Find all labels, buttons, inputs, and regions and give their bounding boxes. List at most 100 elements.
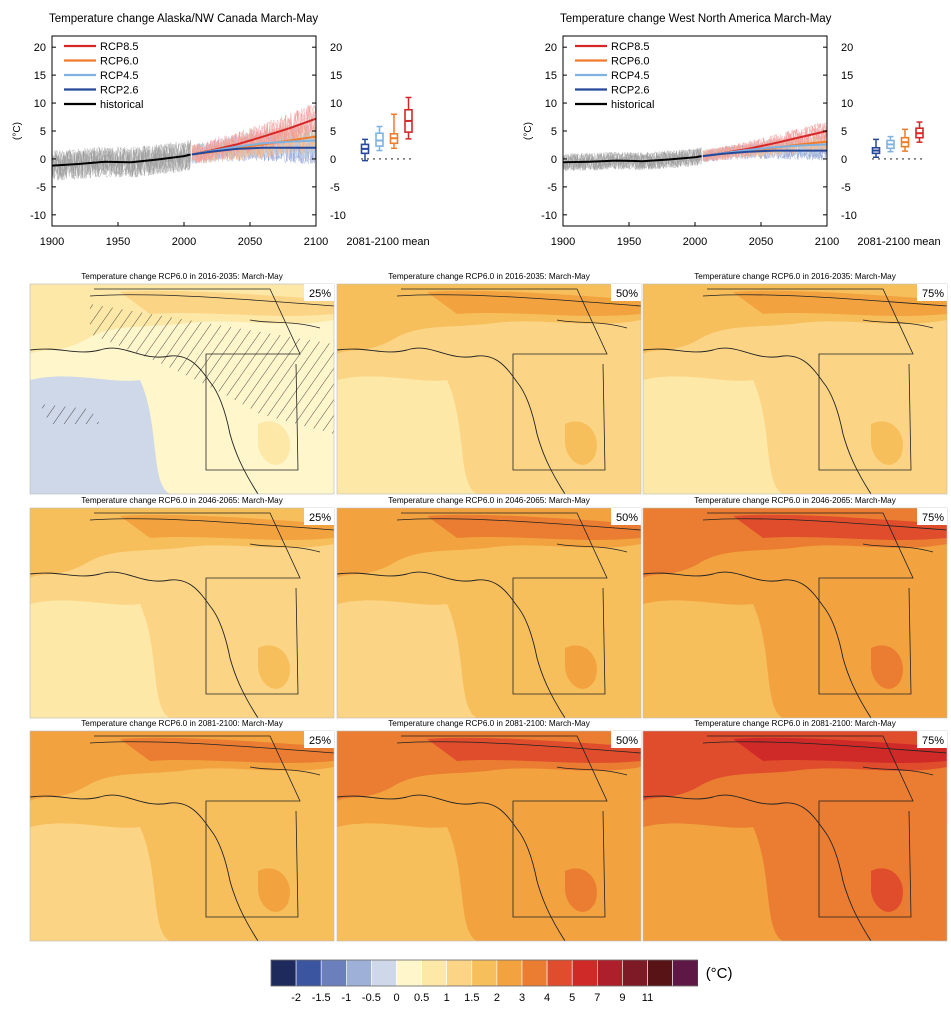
y-tick-label: 20 xyxy=(34,42,46,54)
percentile-label: 75% xyxy=(922,288,944,300)
map-area: 50% xyxy=(336,283,642,495)
temperature-contour xyxy=(258,421,290,465)
y-tick-label: -10 xyxy=(541,210,557,222)
colorbar-tick-label: 11 xyxy=(642,992,653,1004)
coastline xyxy=(89,518,334,553)
map-panel: Temperature change RCP6.0 in 2046-2065: … xyxy=(29,496,335,719)
temperature-contour xyxy=(30,600,170,718)
y-tick-label-right: 15 xyxy=(330,70,342,82)
region-outline xyxy=(401,288,608,471)
colorbar-segment xyxy=(622,959,648,987)
y-tick-label: 15 xyxy=(545,70,557,82)
x-tick-label: 1950 xyxy=(617,236,641,248)
temperature-contour xyxy=(565,645,597,689)
colorbar-segment xyxy=(446,959,473,987)
map-panel-title: Temperature change RCP6.0 in 2046-2065: … xyxy=(388,496,591,505)
y-tick-label-right: -5 xyxy=(841,182,851,194)
map-panel-title: Temperature change RCP6.0 in 2016-2035: … xyxy=(694,272,897,281)
coastline xyxy=(89,741,334,776)
map-frame xyxy=(29,730,335,942)
map-area: 25% xyxy=(29,507,335,719)
temperature-contour xyxy=(565,421,597,465)
colorbar-segment xyxy=(521,959,548,987)
map-area: 50% xyxy=(336,507,642,719)
temperature-contour xyxy=(565,868,597,912)
colorbar-segment xyxy=(596,959,623,987)
map-area: 75% xyxy=(642,730,948,942)
percentile-label: 50% xyxy=(616,512,638,524)
temperature-contour xyxy=(643,376,783,494)
legend-label: RCP8.5 xyxy=(611,41,650,53)
temperature-contour xyxy=(235,568,334,718)
map-contours xyxy=(643,731,947,941)
colorbar-segment xyxy=(270,959,297,987)
map-panel-title: Temperature change RCP6.0 in 2016-2035: … xyxy=(81,272,284,281)
temperature-contour xyxy=(871,421,903,465)
y-tick-label-right: 10 xyxy=(841,98,853,110)
boxplot-label: 2081-2100 mean xyxy=(346,236,429,248)
percentile-label: 25% xyxy=(309,735,331,747)
historical-ensemble-member xyxy=(562,148,702,171)
temperature-contour xyxy=(30,376,170,494)
historical-ensemble-member xyxy=(51,142,191,179)
y-tick-label-right: 10 xyxy=(330,98,342,110)
map-contours xyxy=(30,731,334,941)
chart-title: Temperature change West North America Ma… xyxy=(560,13,832,25)
map-area: 25% xyxy=(29,283,335,495)
temperature-contour xyxy=(30,823,170,941)
temperature-contour xyxy=(848,791,947,941)
map-panel-title: Temperature change RCP6.0 in 2081-2100: … xyxy=(694,719,897,728)
colorbar-segment xyxy=(571,959,598,987)
y-tick-label: -10 xyxy=(30,210,46,222)
colorbar-tick-label: 1.5 xyxy=(464,992,479,1004)
percentile-tag-bg xyxy=(611,508,641,525)
percentile-label: 25% xyxy=(309,512,331,524)
percentile-tag-bg xyxy=(304,508,334,525)
coastline xyxy=(30,347,259,494)
colorbar-tick-label: 1 xyxy=(444,992,450,1004)
colorbar-tick-label: 0 xyxy=(393,992,399,1004)
map-panel: Temperature change RCP6.0 in 2016-2035: … xyxy=(29,272,335,495)
x-tick-label: 2000 xyxy=(172,236,196,248)
colorbar-tick-label: 7 xyxy=(594,992,600,1004)
y-tick-label-right: 5 xyxy=(330,126,336,138)
series-line-historical xyxy=(562,155,702,164)
map-frame xyxy=(642,283,948,495)
plot-frame xyxy=(562,35,828,227)
temperature-contour xyxy=(848,568,947,718)
colorbar-tick-label: -1.5 xyxy=(312,992,331,1004)
map-panel: Temperature change RCP6.0 in 2081-2100: … xyxy=(29,719,335,942)
temperature-contour xyxy=(258,868,290,912)
colorbar-segment xyxy=(345,959,372,987)
map-panel: Temperature change RCP6.0 in 2081-2100: … xyxy=(336,719,642,942)
temperature-contour xyxy=(337,823,477,941)
coastline xyxy=(702,518,947,553)
legend-label: RCP4.5 xyxy=(611,70,650,82)
temperature-contour xyxy=(120,290,334,316)
region-outline xyxy=(94,512,301,695)
percentile-label: 50% xyxy=(616,735,638,747)
maps-grid: Temperature change RCP6.0 in 2016-2035: … xyxy=(29,272,948,942)
percentile-tag-bg xyxy=(611,731,641,748)
series-line-rcp26 xyxy=(191,146,316,156)
significance-hatching xyxy=(40,404,100,424)
map-frame xyxy=(336,730,642,942)
temperature-contour xyxy=(120,737,334,763)
colorbar-tick-label: 0.5 xyxy=(414,992,429,1004)
map-frame xyxy=(29,283,335,495)
percentile-tag-bg xyxy=(304,731,334,748)
y-tick-label-right: 15 xyxy=(841,70,853,82)
ensemble-member-rcp60 xyxy=(702,131,828,162)
x-tick-label: 1900 xyxy=(40,236,64,248)
coastline xyxy=(396,294,641,329)
coastline xyxy=(643,571,872,718)
colorbar-segment xyxy=(496,959,523,987)
colorbar: -2 -1.5 -1 -0.5 0 0.5 1 1.5 2 3 4 5 7 9 11 (°C) xyxy=(270,959,733,1004)
map-contours xyxy=(30,508,334,718)
map-contours xyxy=(337,731,641,941)
coastline xyxy=(30,571,259,718)
y-tick-label: 5 xyxy=(40,126,46,138)
colorbar-segment xyxy=(672,959,698,987)
boxplot-label: 2081-2100 mean xyxy=(857,236,940,248)
coastline xyxy=(337,347,566,494)
